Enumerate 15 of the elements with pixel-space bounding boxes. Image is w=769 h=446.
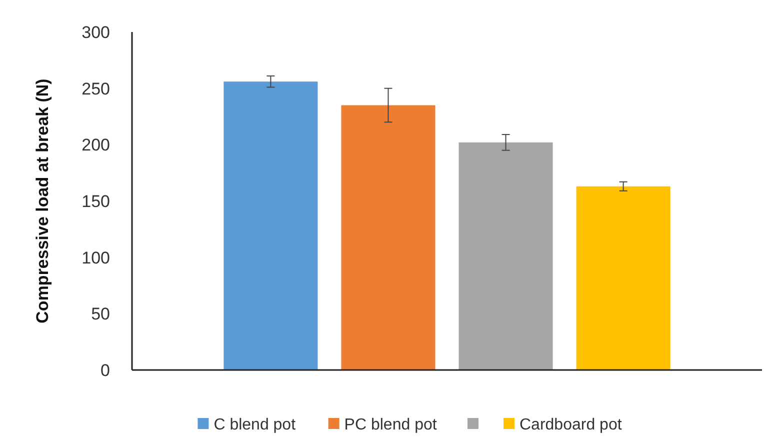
bar	[458, 142, 553, 370]
bar	[341, 105, 436, 370]
bar	[224, 82, 318, 370]
y-tick-label: 150	[82, 192, 110, 211]
y-axis-title: Compressive load at break (N)	[33, 78, 52, 324]
legend-label: PC blend pot	[344, 416, 438, 434]
y-tick-label: 200	[82, 136, 110, 155]
y-tick-label: 300	[82, 22, 110, 42]
y-tick-label: 100	[82, 248, 110, 268]
y-tick-label: 250	[82, 79, 110, 98]
legend-label: C blend pot	[214, 416, 296, 434]
y-tick-label: 0	[100, 360, 110, 380]
y-tick-label: 50	[91, 304, 110, 324]
legend-label: Cardboard pot	[520, 416, 622, 434]
bar	[576, 186, 670, 370]
